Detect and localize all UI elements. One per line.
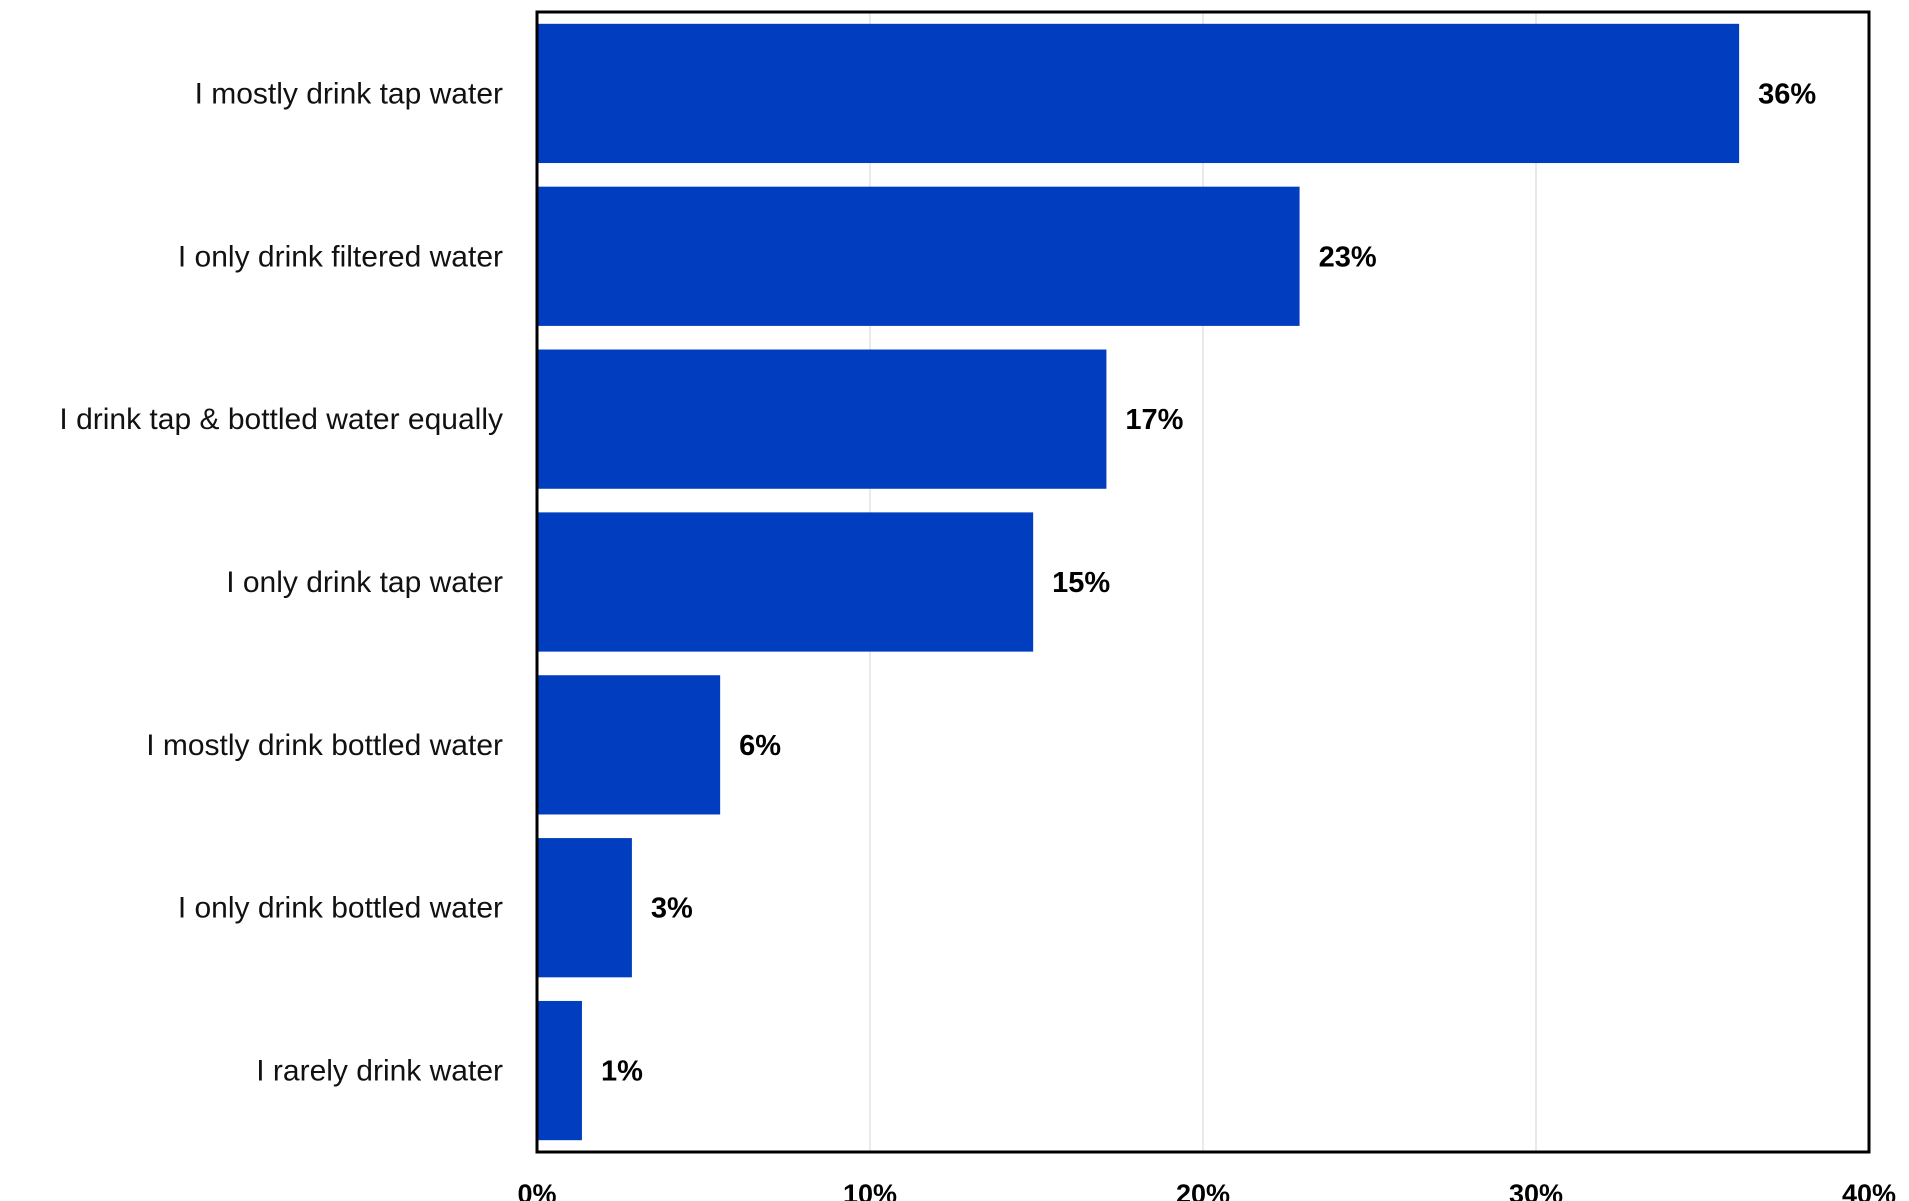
category-label-0: I mostly drink tap water [195, 77, 503, 110]
value-labels: 36% 23% 17% 15% 6% 3% 1% [601, 78, 1816, 1087]
bar-1 [537, 186, 1300, 326]
category-label-4: I mostly drink bottled water [146, 729, 503, 762]
value-label-4: 6% [739, 730, 781, 762]
value-label-1: 23% [1319, 241, 1377, 273]
bar-2 [537, 349, 1107, 489]
bar-4 [537, 675, 721, 815]
x-tick-label-40: 40% [1842, 1179, 1896, 1201]
value-label-2: 17% [1125, 404, 1183, 436]
category-label-1: I only drink filtered water [178, 240, 503, 273]
bar-0 [537, 23, 1740, 164]
bar-6 [537, 1000, 582, 1141]
category-label-3: I only drink tap water [226, 566, 503, 599]
bars [537, 23, 1740, 1141]
value-label-5: 3% [651, 893, 693, 925]
category-label-5: I only drink bottled water [178, 892, 503, 925]
x-axis-tick-labels: 0% 10% 20% 30% 40% [517, 1179, 1896, 1201]
category-label-6: I rarely drink water [256, 1055, 503, 1088]
value-label-3: 15% [1052, 567, 1110, 599]
value-label-0: 36% [1758, 78, 1816, 110]
bar-5 [537, 838, 632, 978]
category-label-2: I drink tap & bottled water equally [59, 403, 503, 436]
x-tick-label-0: 0% [517, 1179, 556, 1201]
value-label-6: 1% [601, 1056, 643, 1088]
x-tick-label-30: 30% [1509, 1179, 1563, 1201]
x-tick-label-20: 20% [1176, 1179, 1230, 1201]
x-tick-label-10: 10% [843, 1179, 897, 1201]
plot-frame [535, 10, 1871, 1154]
category-labels: I mostly drink tap water I only drink fil… [59, 77, 503, 1087]
bar-3 [537, 512, 1034, 652]
